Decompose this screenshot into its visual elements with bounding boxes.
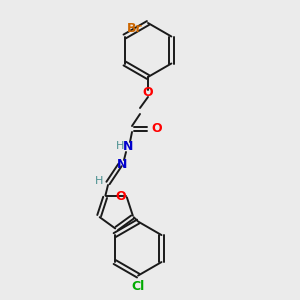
Text: O: O: [151, 122, 162, 136]
Text: O: O: [115, 190, 126, 203]
Text: Br: Br: [127, 22, 142, 35]
Text: N: N: [117, 158, 127, 172]
Text: Cl: Cl: [131, 280, 145, 292]
Text: N: N: [123, 140, 133, 154]
Text: O: O: [143, 86, 153, 100]
Text: H: H: [94, 176, 103, 186]
Text: H: H: [116, 141, 124, 151]
